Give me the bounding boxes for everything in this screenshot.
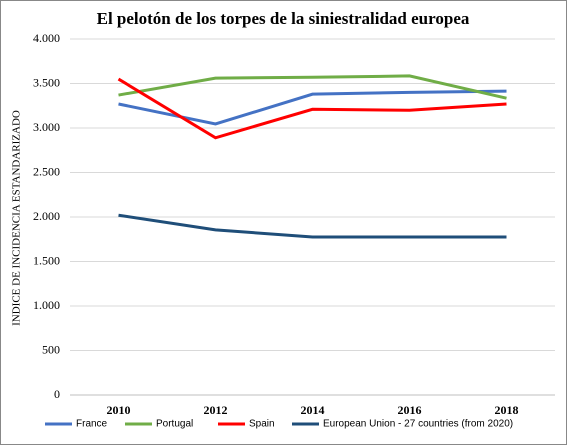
y-tick-label: 0: [54, 387, 60, 401]
x-tick-label: 2012: [204, 403, 228, 417]
chart-title: El pelotón de los torpes de la siniestra…: [97, 9, 470, 28]
y-tick-label: 1.000: [33, 298, 60, 312]
y-tick-label: 3.000: [33, 120, 60, 134]
series-line: [117, 77, 507, 140]
y-tick-label: 500: [42, 342, 60, 356]
y-tick-label: 1.500: [33, 253, 60, 267]
x-tick-label: 2016: [398, 403, 422, 417]
legend-label: European Union - 27 countries (from 2020…: [323, 419, 513, 430]
y-tick-label: 2.500: [33, 164, 60, 178]
y-axis-label: INDICE DE INCIDENCIA ESTANDARIZADO: [11, 110, 23, 326]
series-line: [118, 74, 507, 100]
legend-label: France: [76, 419, 108, 430]
series-line: [118, 213, 507, 239]
x-tick-label: 2018: [495, 403, 519, 417]
x-tick-label: 2014: [301, 403, 325, 417]
legend: France Portugal Spain European Union - 27 c…: [45, 419, 513, 430]
y-tick-label: 4.000: [33, 31, 60, 45]
legend-label: Portugal: [156, 419, 193, 430]
y-tick-label: 3.500: [33, 75, 60, 89]
x-tick-label: 2010: [107, 403, 131, 417]
legend-label: Spain: [249, 419, 275, 430]
y-tick-label: 2.000: [33, 209, 60, 223]
